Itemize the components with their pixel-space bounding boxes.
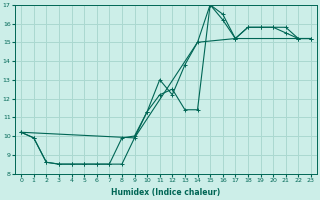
- X-axis label: Humidex (Indice chaleur): Humidex (Indice chaleur): [111, 188, 221, 197]
